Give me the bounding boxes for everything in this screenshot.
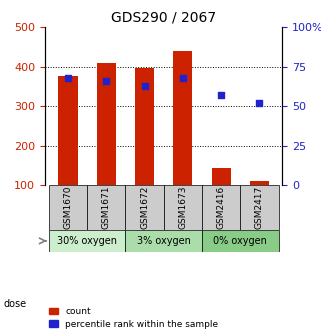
Bar xyxy=(58,76,77,225)
FancyBboxPatch shape xyxy=(202,185,240,230)
Text: GSM2416: GSM2416 xyxy=(217,186,226,229)
Bar xyxy=(97,64,116,225)
Text: 3% oxygen: 3% oxygen xyxy=(137,236,191,246)
FancyBboxPatch shape xyxy=(87,185,126,230)
FancyBboxPatch shape xyxy=(49,230,126,252)
Legend: count, percentile rank within the sample: count, percentile rank within the sample xyxy=(46,304,221,332)
Text: 0% oxygen: 0% oxygen xyxy=(213,236,267,246)
FancyBboxPatch shape xyxy=(126,185,164,230)
Bar xyxy=(173,51,193,225)
Point xyxy=(142,83,147,88)
Text: 30% oxygen: 30% oxygen xyxy=(57,236,117,246)
Bar xyxy=(135,69,154,225)
FancyBboxPatch shape xyxy=(240,185,279,230)
Title: GDS290 / 2067: GDS290 / 2067 xyxy=(111,10,216,24)
Text: GSM1671: GSM1671 xyxy=(102,186,111,229)
Bar xyxy=(212,168,231,225)
Point xyxy=(180,75,186,80)
Point xyxy=(65,75,71,80)
Text: GSM1670: GSM1670 xyxy=(64,186,73,229)
FancyBboxPatch shape xyxy=(49,185,87,230)
Point xyxy=(257,100,262,106)
FancyBboxPatch shape xyxy=(202,230,279,252)
FancyBboxPatch shape xyxy=(164,185,202,230)
Text: GSM1673: GSM1673 xyxy=(178,186,187,229)
Point xyxy=(104,78,109,83)
Text: GSM2417: GSM2417 xyxy=(255,186,264,229)
Text: dose: dose xyxy=(3,299,26,309)
Point xyxy=(219,92,224,98)
Bar xyxy=(250,181,269,225)
FancyBboxPatch shape xyxy=(126,230,202,252)
Text: GSM1672: GSM1672 xyxy=(140,186,149,229)
